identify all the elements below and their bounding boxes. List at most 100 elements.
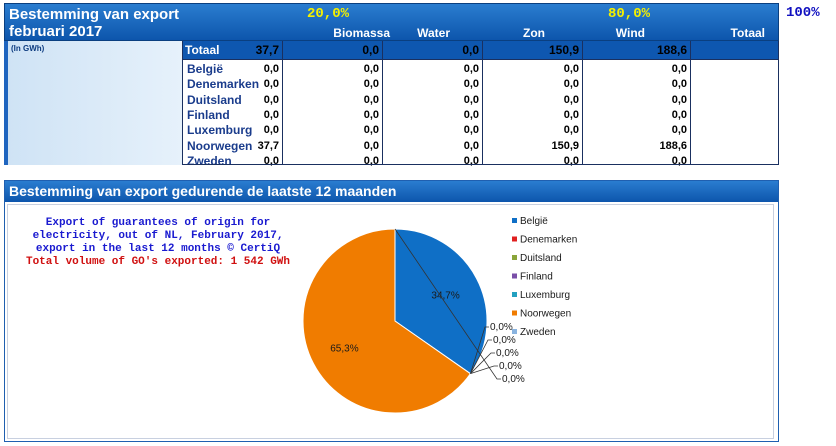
chart-title: Bestemming van export gedurende de laats… <box>9 183 397 199</box>
table-title-bar: Bestemming van export februari 2017 20,0… <box>4 3 779 41</box>
cell-totaal: 0,0 <box>671 93 687 106</box>
cell-zon: 0,0 <box>463 93 479 106</box>
divider <box>182 59 779 60</box>
divider <box>690 41 691 165</box>
caption-line: electricity, out of NL, February 2017, <box>32 230 284 242</box>
row-country-label: België <box>187 62 224 76</box>
row-country-label: Duitsland <box>187 92 242 107</box>
cell-water: 0,0 <box>363 63 379 75</box>
cell-totaal: 0,0 <box>671 78 687 91</box>
legend-swatch-finland <box>512 273 517 279</box>
unit-label: (In GWh) <box>11 44 45 53</box>
pie-leader-line <box>470 365 498 375</box>
row-country-label: Noorwegen <box>187 138 253 153</box>
legend-label-duitsland: Duitsland <box>520 253 562 264</box>
caption-line: Export of guarantees of origin for <box>45 217 271 229</box>
column-header-zon: Zon <box>523 26 545 40</box>
cell-zon: 0,0 <box>463 63 479 75</box>
pie-chart: 34,7% 65,3% 0,0% 0,0% 0,0% 0,0% 0,0% België Dene… <box>302 216 577 414</box>
cell-biomassa: 0,0 <box>263 124 279 137</box>
pie-leader-line <box>394 228 501 380</box>
divider <box>778 41 779 165</box>
row-country-label: Denemarken <box>187 77 260 92</box>
column-header-biomassa: Biomassa <box>333 26 390 40</box>
cell-zon: 0,0 <box>463 78 479 91</box>
legend-swatch-zweden <box>512 329 517 334</box>
divider <box>582 41 583 165</box>
chart-area: Export of guarantees of origin for elect… <box>7 204 774 439</box>
table-side-panel: (In GWh) <box>4 41 182 165</box>
column-header-water: Water <box>417 26 450 40</box>
pie-label-luxemburg: 0,0% <box>499 361 522 372</box>
total-value-wind: 150,9 <box>548 43 579 57</box>
row-country-label: Finland <box>187 107 230 122</box>
cell-water: 0,0 <box>363 154 379 167</box>
legend-label-denemarken: Denemarken <box>520 235 577 246</box>
divider <box>182 164 779 165</box>
total-value-biomassa: 37,7 <box>255 43 279 57</box>
cell-wind: 0,0 <box>563 108 579 121</box>
total-value-zon: 0,0 <box>462 43 479 57</box>
pie-label-denemarken: 0,0% <box>490 322 513 333</box>
divider <box>382 41 383 165</box>
export-chart-panel: Bestemming van export gedurende de laats… <box>4 180 779 442</box>
cell-totaal: 0,0 <box>671 154 687 167</box>
total-value-totaal: 188,6 <box>656 43 687 57</box>
cell-biomassa: 0,0 <box>263 108 279 121</box>
cell-wind: 0,0 <box>563 154 579 167</box>
total-row <box>182 41 779 59</box>
cell-biomassa: 37,7 <box>257 139 279 152</box>
cell-water: 0,0 <box>363 78 379 91</box>
total-value-water: 0,0 <box>362 43 379 57</box>
column-header-wind: Wind <box>615 26 645 40</box>
pie-label-belgië: 34,7% <box>431 291 459 302</box>
legend-label-zweden: Zweden <box>520 327 556 338</box>
legend-swatch-duitsland <box>512 255 517 260</box>
cell-biomassa: 0,0 <box>263 63 279 75</box>
cell-totaal: 0,0 <box>671 63 687 75</box>
legend-label-luxemburg: Luxemburg <box>520 290 570 301</box>
export-table: Bestemming van export februari 2017 20,0… <box>4 3 779 168</box>
cell-wind: 0,0 <box>563 93 579 106</box>
legend-swatch-luxemburg <box>512 292 517 297</box>
cell-biomassa: 0,0 <box>263 93 279 106</box>
cell-water: 0,0 <box>363 124 379 137</box>
row-country-label: Luxemburg <box>187 123 253 138</box>
legend-label-belgië: België <box>520 216 548 227</box>
cell-wind: 150,9 <box>551 139 579 152</box>
pie-label-duitsland: 0,0% <box>493 335 516 346</box>
caption-total: Total volume of GO's exported: 1 542 GWh <box>25 256 291 268</box>
caption-line: export in the last 12 months © CertiQ <box>35 243 281 255</box>
cell-zon: 0,0 <box>463 124 479 137</box>
cell-water: 0,0 <box>363 93 379 106</box>
biomassa-share: 20,0% <box>307 6 350 22</box>
total-row-label: Totaal <box>185 43 220 57</box>
cell-wind: 0,0 <box>563 63 579 75</box>
legend-label-noorwegen: Noorwegen <box>520 309 571 320</box>
cell-water: 0,0 <box>363 108 379 121</box>
cell-totaal: 188,6 <box>659 139 687 152</box>
pie-label-noorwegen: 65,3% <box>330 343 358 354</box>
pie-label-zweden: 0,0% <box>502 374 525 385</box>
pie-leader-line <box>470 352 495 374</box>
cell-zon: 0,0 <box>463 154 479 167</box>
divider <box>482 41 483 165</box>
cell-totaal: 0,0 <box>671 124 687 137</box>
divider <box>282 41 283 165</box>
cell-wind: 0,0 <box>563 78 579 91</box>
legend-label-finland: Finland <box>520 272 553 283</box>
divider <box>182 41 183 165</box>
wind-share: 80,0% <box>608 6 651 22</box>
legend-swatch-belgië <box>512 218 517 223</box>
legend-swatch-noorwegen <box>512 310 517 316</box>
cell-biomassa: 0,0 <box>263 78 279 91</box>
legend-swatch-denemarken <box>512 236 517 242</box>
cell-wind: 0,0 <box>563 124 579 137</box>
chart-header: Bestemming van export gedurende de laats… <box>5 181 778 202</box>
pie-leader-line <box>470 339 492 374</box>
cell-biomassa: 0,0 <box>263 154 279 167</box>
pie-label-finland: 0,0% <box>496 348 519 359</box>
cell-zon: 0,0 <box>463 139 479 152</box>
table-title: Bestemming van export <box>9 6 180 23</box>
cell-water: 0,0 <box>363 139 379 152</box>
